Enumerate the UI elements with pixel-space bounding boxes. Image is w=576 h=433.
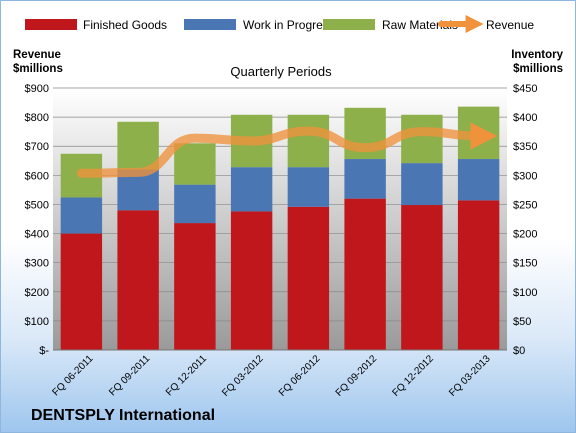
bar-finished-goods — [401, 205, 443, 350]
bars — [60, 106, 500, 350]
right-tick-label: $150 — [513, 258, 537, 270]
left-tick-label: $800 — [25, 112, 49, 124]
bar-work-in-progress — [174, 184, 216, 224]
bar-raw-materials — [401, 114, 443, 164]
revenue-point — [364, 147, 366, 149]
bar-finished-goods — [60, 233, 103, 350]
left-tick-label: $400 — [25, 229, 49, 241]
bar-finished-goods — [230, 211, 273, 350]
bar-work-in-progress — [60, 197, 103, 234]
x-tick-label: FQ 09-2012 — [334, 353, 380, 399]
left-tick-label: $900 — [25, 83, 49, 95]
company-name: DENTSPLY International — [31, 407, 216, 424]
revenue-line-path — [76, 122, 498, 178]
x-tick-label: FQ 06-2011 — [51, 353, 96, 398]
right-tick-label: $50 — [513, 316, 531, 328]
legend-swatch-work-in-progress — [184, 19, 236, 30]
bar-finished-goods — [174, 223, 216, 350]
left-tick-label: $600 — [25, 170, 49, 182]
right-tick-label: $250 — [513, 199, 537, 211]
legend-label-work-in-progress: Work in Progress — [243, 18, 335, 32]
revenue-point — [251, 140, 253, 142]
legend-label-revenue: Revenue — [486, 18, 534, 32]
bar-finished-goods — [457, 200, 500, 350]
x-tick-label: FQ 03-2013 — [447, 353, 493, 399]
right-axis-title-line2: $millions — [513, 63, 563, 75]
x-tick-label: FQ 06-2012 — [277, 353, 323, 399]
revenue-point — [421, 131, 423, 133]
x-tick-label: FQ 03-2012 — [220, 353, 266, 399]
left-tick-label: $300 — [25, 258, 49, 270]
legend-swatch-finished-goods — [25, 19, 77, 30]
x-tick-label: FQ 12-2012 — [390, 353, 436, 399]
bar-work-in-progress — [344, 159, 386, 199]
left-axis-ticks: $- $100 $200 $300 $400 $500 $600 $700 $800 $900 — [25, 83, 50, 357]
bar-raw-materials — [287, 114, 330, 168]
bar-work-in-progress — [287, 167, 330, 207]
bar-raw-materials — [174, 143, 216, 185]
revenue-point — [307, 130, 309, 132]
bar-work-in-progress — [230, 167, 273, 212]
right-tick-label: $400 — [513, 112, 537, 124]
legend-label-finished-goods: Finished Goods — [83, 18, 167, 32]
bar-work-in-progress — [401, 163, 443, 206]
right-axis-ticks: $0 $50 $100 $150 $200 $250 $300 $350 $400 $450 — [513, 83, 537, 357]
legend-label-raw-materials: Raw Materials — [382, 18, 458, 32]
left-tick-label: $200 — [25, 287, 49, 299]
left-tick-label: $700 — [25, 141, 49, 153]
right-tick-label: $350 — [513, 141, 537, 153]
chart-title: Quarterly Periods — [230, 64, 332, 79]
bar-finished-goods — [287, 206, 330, 350]
revenue-point — [194, 137, 196, 139]
right-tick-label: $100 — [513, 287, 537, 299]
left-tick-label: $100 — [25, 316, 49, 328]
legend: Finished Goods Work in Progress Raw Mate… — [25, 15, 534, 33]
x-tick-label: FQ 09-2011 — [107, 353, 152, 398]
bar-work-in-progress — [457, 159, 500, 201]
revenue-point — [137, 171, 139, 173]
x-tick-label: FQ 12-2011 — [164, 353, 209, 398]
left-tick-label: $500 — [25, 199, 49, 211]
revenue-line — [76, 122, 498, 178]
revenue-point — [80, 172, 82, 174]
bar-finished-goods — [344, 198, 386, 350]
right-tick-label: $200 — [513, 229, 537, 241]
x-axis-labels: FQ 06-2011 FQ 09-2011 FQ 12-2011 FQ 03-2012… — [51, 353, 494, 399]
left-axis-title-line1: Revenue — [13, 49, 61, 61]
left-tick-label: $- — [39, 345, 49, 357]
right-tick-label: $300 — [513, 170, 537, 182]
bar-raw-materials — [117, 121, 159, 170]
right-axis-title-line1: Inventory — [511, 49, 563, 61]
right-tick-label: $0 — [513, 345, 525, 357]
left-axis-title-line2: $millions — [13, 63, 63, 75]
bar-finished-goods — [117, 210, 159, 350]
revenue-point — [478, 135, 480, 137]
right-tick-label: $450 — [513, 83, 537, 95]
legend-swatch-raw-materials — [323, 19, 375, 30]
